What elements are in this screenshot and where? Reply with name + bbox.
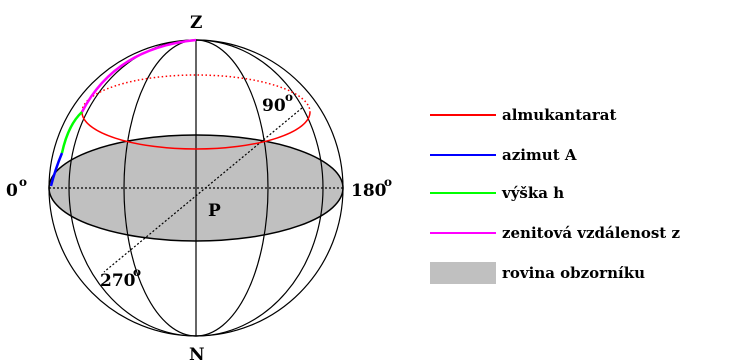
label-180: 180 (351, 181, 387, 201)
label-0: 0 (6, 181, 18, 201)
center-label: P (208, 201, 221, 221)
almukantarat-front (81, 111, 311, 150)
zenith-label: Z (190, 13, 202, 33)
nadir-label: N (189, 345, 205, 363)
label-270-degree-mark: o (133, 265, 141, 279)
label-90: 90 (262, 96, 286, 116)
legend-label-vyska: výška h (501, 184, 564, 202)
azimuth-arc (49, 152, 64, 187)
zenith-distance-arc (80, 38, 197, 113)
label-0-degree-mark: o (19, 175, 27, 189)
diagram-labels: Z N P 0 o 90 o 180 o 270 o (6, 13, 392, 363)
celestial-sphere (48, 38, 344, 337)
legend-label-zenitova: zenitová vzdálenost z (502, 224, 680, 242)
legend-label-rovina: rovina obzorníku (502, 264, 645, 282)
axis-90-270 (103, 107, 303, 273)
label-270: 270 (100, 271, 136, 291)
legend-label-almukantarat: almukantarat (502, 106, 616, 124)
altitude-arc (60, 111, 83, 154)
legend: almukantarat azimut A výška h zenitová v… (430, 106, 680, 284)
legend-label-azimut: azimut A (502, 146, 577, 164)
label-180-degree-mark: o (384, 175, 392, 189)
label-90-degree-mark: o (285, 90, 293, 104)
legend-swatch-rovina (430, 262, 496, 284)
